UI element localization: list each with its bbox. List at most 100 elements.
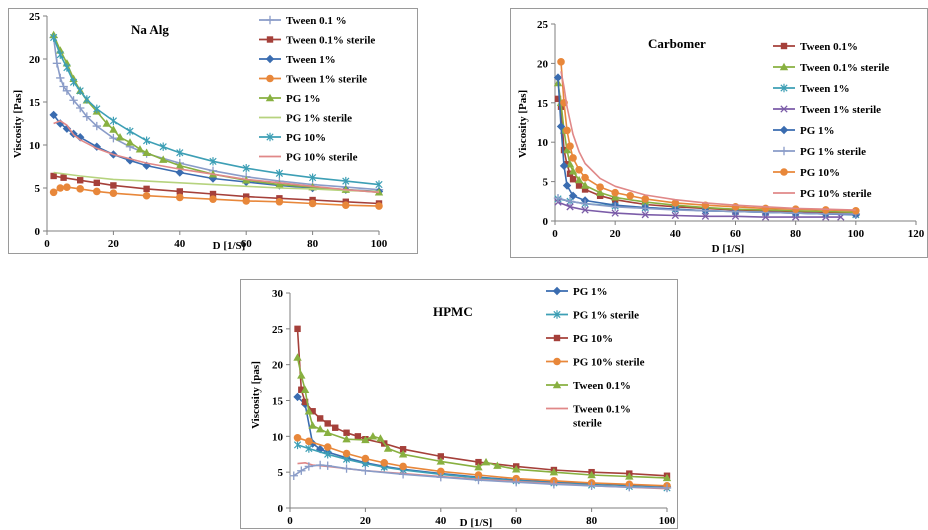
- data-point: [159, 155, 168, 163]
- data-point: [83, 95, 91, 104]
- legend-item-pg-1-sterile: PG 1% sterile: [773, 146, 866, 158]
- data-point: [554, 95, 562, 103]
- chart-na-alg: 0 5 10 15 20 25 0 20 40 60 80 100 Na Alg Viscosity [P…: [12, 11, 388, 252]
- legend-swatch-marker: [265, 15, 275, 25]
- data-point: [56, 184, 65, 192]
- data-point: [93, 179, 100, 187]
- data-point: [69, 96, 78, 105]
- data-point: [159, 142, 167, 151]
- data-point: [293, 392, 302, 402]
- legend-item-pg-10: PG 10%: [773, 167, 840, 179]
- data-point: [361, 466, 370, 475]
- data-point: [361, 454, 370, 463]
- legend-item-tween-1-sterile: Tween 1% sterile: [259, 74, 367, 86]
- data-point: [562, 145, 572, 154]
- data-point: [315, 460, 325, 470]
- data-point: [62, 86, 72, 96]
- data-point: [143, 185, 150, 193]
- legend-item-pg-10-sterile: PG 10% sterile: [773, 188, 872, 200]
- legend-label: Tween 0.1%: [573, 404, 631, 416]
- data-point: [142, 191, 151, 200]
- y-axis-title: Viscosity [Pas]: [12, 90, 24, 158]
- data-point: [581, 206, 589, 214]
- legend-swatch-marker: [552, 380, 562, 389]
- data-point: [662, 473, 672, 482]
- legend-label: Tween 0.1% sterile: [286, 35, 375, 47]
- data-point: [342, 176, 350, 186]
- y-tick-label: 5: [35, 183, 41, 195]
- legend-label: PG 10%: [286, 132, 326, 144]
- data-point: [56, 46, 65, 54]
- data-point: [52, 59, 62, 68]
- data-point: [305, 444, 313, 453]
- data-point: [342, 464, 351, 473]
- legend-item-pg-10-sterile: PG 10% sterile: [546, 357, 645, 369]
- data-point: [50, 172, 57, 180]
- series-line: [560, 71, 856, 211]
- data-point: [610, 193, 620, 201]
- chart-panel-na-alg: 0 5 10 15 20 25 0 20 40 60 80 100 Na Alg Viscosity [P…: [8, 8, 418, 254]
- legend-item-pg-1-sterile: PG 1% sterile: [546, 310, 639, 322]
- data-point: [596, 183, 604, 191]
- legend-item-pg-10-sterile: PG 10% sterile: [259, 152, 358, 164]
- data-point: [399, 446, 407, 453]
- series-pg-10-sterile: [560, 71, 856, 211]
- legend-item-tween-1-sterile: Tween 1% sterile: [773, 104, 881, 116]
- legend-label: Tween 0.1% sterile: [800, 62, 889, 74]
- data-point: [574, 175, 584, 184]
- y-tick-label: 0: [278, 503, 284, 515]
- legend-item-pg-1: PG 1%: [773, 125, 835, 137]
- legend-label: Tween 0.1%: [573, 380, 631, 392]
- data-point: [566, 142, 574, 150]
- data-point: [731, 203, 740, 211]
- data-point: [82, 112, 92, 121]
- data-point: [342, 435, 351, 443]
- legend-swatch-marker: [553, 310, 561, 319]
- legend-label: Tween 1% sterile: [800, 104, 881, 116]
- x-tick-label: 80: [790, 228, 802, 240]
- legend-label: PG 10% sterile: [286, 152, 358, 164]
- x-tick-label: 60: [730, 228, 742, 240]
- data-point: [175, 161, 184, 169]
- chart-carbomer: 0 5 10 15 20 25 0 20 40 60 80 100 120 Carbomer Viscosi…: [517, 19, 925, 255]
- data-point: [297, 371, 306, 379]
- data-point: [493, 461, 502, 469]
- data-point: [301, 398, 309, 406]
- data-point: [566, 203, 574, 211]
- series-pg-1-sterile: [53, 171, 380, 193]
- y-tick-label: 0: [35, 226, 41, 238]
- x-tick-label: 40: [174, 238, 186, 250]
- data-point: [625, 483, 634, 492]
- y-tick-label: 25: [537, 19, 549, 31]
- data-point: [76, 86, 84, 96]
- data-point: [50, 33, 58, 42]
- data-point: [761, 213, 770, 221]
- legend-swatch-marker: [779, 146, 789, 156]
- legend-label: PG 10%: [800, 167, 840, 179]
- series-tween-1-sterile: [49, 183, 383, 210]
- data-point: [565, 197, 575, 206]
- legend-swatch-marker: [780, 168, 788, 176]
- data-point: [549, 467, 559, 476]
- legend-swatch-marker: [779, 62, 789, 71]
- data-point: [92, 121, 101, 131]
- data-point: [126, 127, 134, 136]
- chart-panel-carbomer: 0 5 10 15 20 25 0 20 40 60 80 100 120 Carbomer Viscosi…: [510, 8, 928, 258]
- data-point: [641, 195, 650, 203]
- data-point: [563, 161, 571, 168]
- data-point: [110, 182, 117, 189]
- x-tick-label: 40: [435, 515, 447, 527]
- data-point: [611, 188, 619, 197]
- x-tick-label: 80: [307, 238, 319, 250]
- data-point: [625, 472, 634, 480]
- legend-swatch-marker: [780, 42, 788, 50]
- legend-label: PG 1%: [573, 286, 608, 298]
- legend-swatch-marker: [780, 83, 788, 93]
- data-point: [380, 459, 389, 467]
- series-unlabeled-6: [289, 460, 672, 493]
- legend-label-cont: sterile: [573, 418, 602, 430]
- y-tick-label: 5: [278, 467, 284, 479]
- legend-item-pg-1-sterile: PG 1% sterile: [259, 113, 352, 125]
- x-tick-label: 100: [848, 228, 865, 240]
- legend-label: PG 10% sterile: [573, 357, 645, 369]
